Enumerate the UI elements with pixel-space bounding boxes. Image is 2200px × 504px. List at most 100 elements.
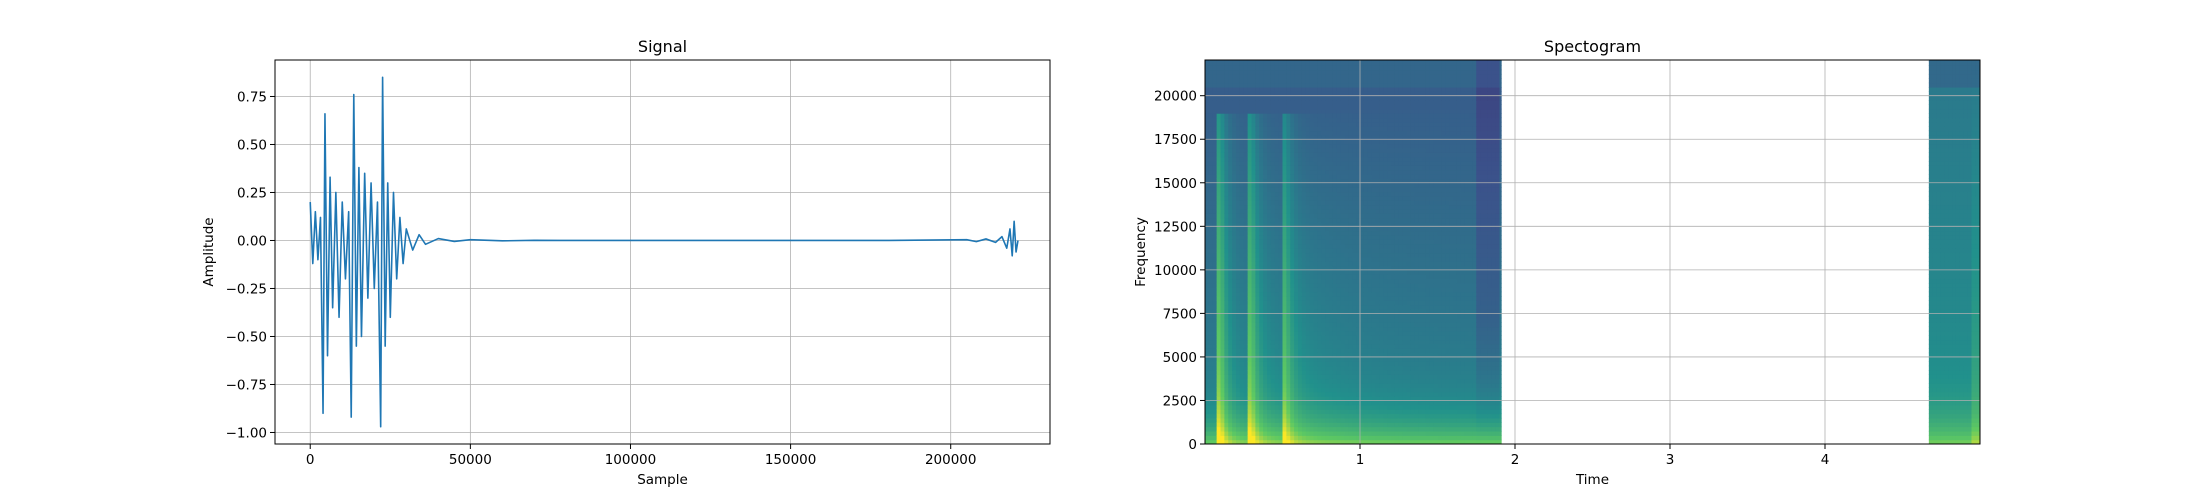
spectrogram-cell (1236, 361, 1240, 366)
spectrogram-cell (1333, 235, 1337, 240)
spectrogram-cell (1286, 161, 1290, 166)
spectrogram-cell (1244, 248, 1248, 253)
spectrogram-cell (1205, 157, 1209, 162)
spectrogram-cell (1271, 165, 1275, 170)
spectrogram-cell (1379, 235, 1383, 240)
spectrogram-cell (1228, 387, 1232, 392)
spectrogram-cell (1255, 213, 1259, 218)
spectrogram-cell (1325, 274, 1329, 279)
spectrogram-cell (1399, 279, 1403, 284)
spectrogram-cell (1244, 70, 1248, 75)
spectrogram-cell (1232, 287, 1236, 292)
spectrogram-cell (1414, 283, 1418, 288)
spectrogram-cell (1306, 218, 1310, 223)
spectrogram-cell (1290, 414, 1294, 419)
spectrogram-cell (1337, 335, 1341, 340)
spectrogram-cell (1290, 366, 1294, 371)
spectrogram-cell (1283, 357, 1287, 362)
spectrogram-cell (1302, 300, 1306, 305)
spectrogram-cell (1232, 418, 1236, 423)
spectrogram-cell (1255, 74, 1259, 79)
spectrogram-cell (1259, 191, 1263, 196)
spectrogram-cell (1333, 200, 1337, 205)
spectrogram-cell (1337, 305, 1341, 310)
spectrogram-cell (1317, 248, 1321, 253)
spectrogram-cell (1252, 374, 1256, 379)
spectrogram-cell (1360, 218, 1364, 223)
spectrogram-cell (1348, 113, 1352, 118)
spectrogram-cell (1221, 292, 1225, 297)
spectrogram-cell (1368, 387, 1372, 392)
spectrogram-cell (1263, 383, 1267, 388)
spectrogram-cell (1279, 248, 1283, 253)
spectrogram-cell (1345, 74, 1349, 79)
spectrogram-cell (1232, 261, 1236, 266)
spectrogram-cell (1294, 270, 1298, 275)
spectrogram-cell (1290, 100, 1294, 105)
spectrogram-cell (1379, 161, 1383, 166)
spectrogram-cell (1383, 235, 1387, 240)
spectrogram-cell (1298, 113, 1302, 118)
spectrogram-cell (1333, 113, 1337, 118)
spectrogram-cell (1209, 270, 1213, 275)
spectrogram-cell (1248, 122, 1252, 127)
spectrogram-cell (1209, 422, 1213, 427)
spectrogram-cell (1279, 205, 1283, 210)
spectrogram-cell (1252, 174, 1256, 179)
spectrogram-cell (1224, 78, 1228, 83)
spectrogram-cell (1255, 117, 1259, 122)
spectrogram-cell (1275, 270, 1279, 275)
spectrogram-cell (1379, 126, 1383, 131)
spectrogram-cell (1325, 104, 1329, 109)
spectrogram-cell (1279, 187, 1283, 192)
spectrogram-cell (1407, 226, 1411, 231)
spectrogram-cell (1314, 187, 1318, 192)
spectrogram-cell (1306, 157, 1310, 162)
spectrogram-cell (1325, 392, 1329, 397)
spectrogram-cell (1329, 183, 1333, 188)
spectrogram-cell (1224, 144, 1228, 149)
spectrogram-cell (1310, 383, 1314, 388)
spectrogram-cell (1286, 331, 1290, 336)
spectrogram-cell (1360, 274, 1364, 279)
spectrogram-cell (1224, 113, 1228, 118)
spectrogram-cell (1213, 331, 1217, 336)
spectrogram-cell (1391, 117, 1395, 122)
spectrogram-cell (1407, 83, 1411, 88)
spectrogram-cell (1232, 335, 1236, 340)
spectrogram-cell (1372, 187, 1376, 192)
spectrogram-cell (1329, 226, 1333, 231)
spectrogram-cell (1255, 414, 1259, 419)
spectrogram-cell (1399, 370, 1403, 375)
spectrogram-cell (1345, 405, 1349, 410)
spectrogram-cell (1376, 261, 1380, 266)
spectrogram-cell (1279, 122, 1283, 127)
spectrogram-cell (1314, 340, 1318, 345)
spectrogram-cell (1345, 387, 1349, 392)
spectrogram-cell (1314, 305, 1318, 310)
spectrogram-cell (1232, 226, 1236, 231)
spectrogram-cell (1248, 300, 1252, 305)
spectrogram-cell (1387, 61, 1391, 66)
spectrogram-cell (1306, 383, 1310, 388)
spectrogram-cell (1263, 261, 1267, 266)
spectrogram-cell (1379, 148, 1383, 153)
spectrogram-cell (1224, 100, 1228, 105)
spectrogram-cell (1228, 139, 1232, 144)
spectrogram-cell (1290, 239, 1294, 244)
spectrogram-cell (1217, 335, 1221, 340)
spectrogram-cell (1217, 83, 1221, 88)
spectrogram-cell (1418, 335, 1422, 340)
spectrogram-cell (1391, 427, 1395, 432)
spectrogram-cell (1244, 170, 1248, 175)
spectrogram-cell (1294, 313, 1298, 318)
spectrogram-cell (1271, 161, 1275, 166)
spectrogram-cell (1379, 414, 1383, 419)
spectrogram-cell (1352, 287, 1356, 292)
spectrogram-cell (1302, 152, 1306, 157)
spectrogram-cell (1379, 387, 1383, 392)
spectrogram-cell (1317, 374, 1321, 379)
spectrogram-cell (1259, 392, 1263, 397)
spectrogram-cell (1403, 144, 1407, 149)
spectrogram-cell (1310, 200, 1314, 205)
